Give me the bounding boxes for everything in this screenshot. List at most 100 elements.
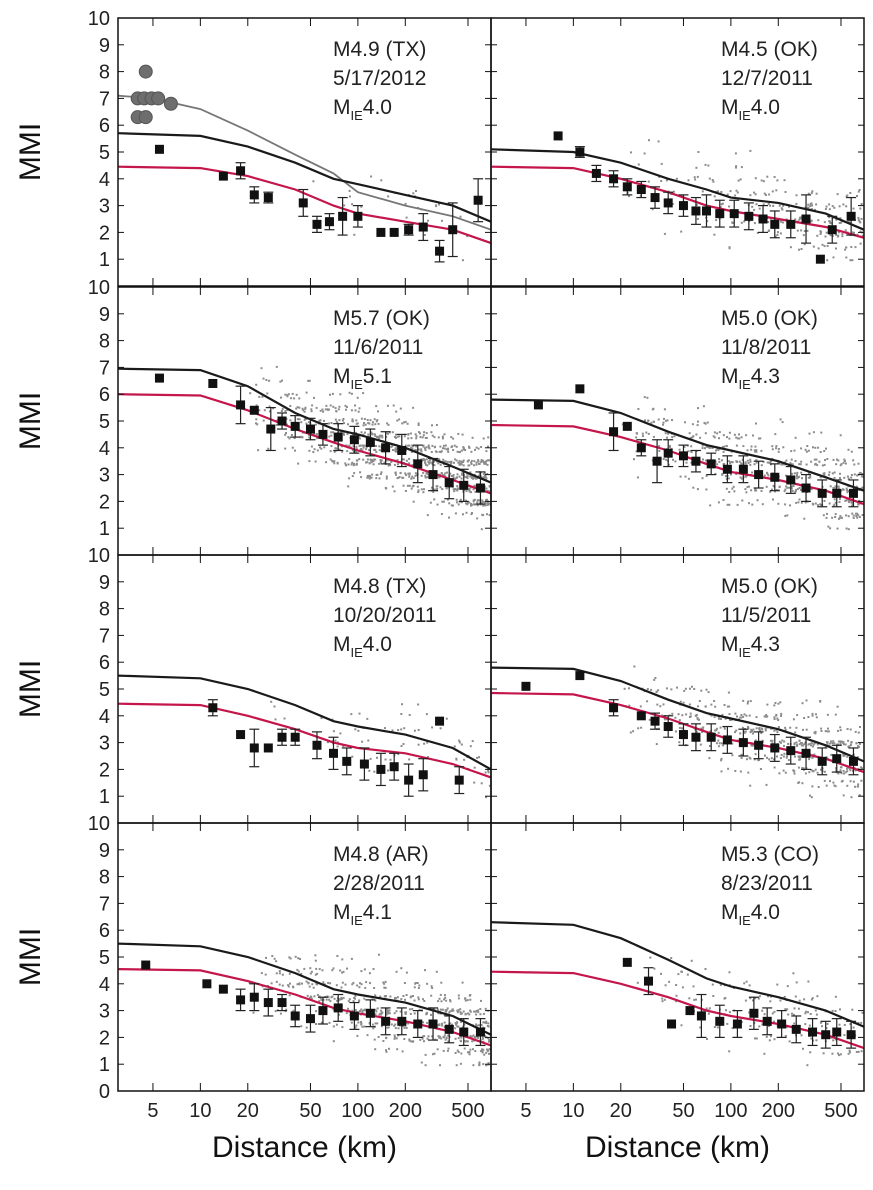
scatter-point (414, 982, 417, 984)
gray-curve (118, 94, 491, 231)
scatter-point (856, 195, 858, 197)
scatter-point (817, 786, 820, 788)
scatter-point (665, 179, 668, 182)
scatter-point (800, 216, 803, 219)
y-tick-label: 8 (99, 62, 110, 84)
mean-point (263, 998, 273, 1008)
scatter-point (812, 431, 815, 434)
scatter-point (396, 419, 399, 422)
mean-point (591, 168, 601, 178)
scatter-point (422, 434, 425, 437)
scatter-point (483, 475, 486, 478)
scatter-point (828, 502, 831, 505)
scatter-point (408, 1008, 411, 1011)
scatter-point (409, 432, 412, 435)
scatter-point (751, 471, 754, 474)
scatter-point (436, 1048, 439, 1051)
scatter-point (687, 477, 690, 480)
scatter-point (439, 486, 442, 489)
scatter-point (822, 1052, 825, 1055)
scatter-point (705, 688, 708, 691)
mean-point (848, 756, 858, 766)
scatter-point (782, 446, 785, 449)
scatter-point (405, 1026, 408, 1029)
scatter-point (255, 422, 257, 425)
scatter-point (783, 744, 785, 747)
scatter-point (340, 986, 343, 989)
scatter-point (798, 739, 801, 742)
scatter-point (365, 446, 368, 448)
scatter-point (310, 410, 313, 413)
scatter-point (779, 701, 782, 704)
scatter-point (812, 743, 815, 746)
scatter-point (435, 485, 438, 488)
scatter-point (859, 207, 862, 210)
scatter-point (849, 259, 852, 262)
scatter-point (692, 985, 695, 988)
y-tick-label: 1 (99, 1054, 110, 1076)
scatter-point (332, 405, 335, 408)
scatter-point (416, 485, 419, 488)
scatter-point (770, 488, 773, 491)
scatter-point (831, 472, 834, 475)
scatter-point (816, 234, 819, 237)
scatter-point (784, 488, 787, 491)
mean-point (722, 735, 732, 745)
scatter-point (833, 742, 836, 745)
scatter-point (308, 449, 311, 452)
scatter-point (383, 986, 386, 989)
scatter-point (628, 687, 630, 690)
scatter-point (360, 1008, 363, 1011)
event-label: M4.8 (TX) (333, 575, 426, 598)
scatter-point (387, 423, 390, 426)
scatter-point (811, 745, 814, 748)
event-date: 11/6/2011 (333, 336, 423, 359)
scatter-point (856, 785, 859, 788)
scatter-point (459, 215, 462, 218)
scatter-point (336, 741, 339, 744)
scatter-point (461, 259, 464, 262)
mean-point (475, 1027, 485, 1037)
scatter-point (394, 447, 397, 450)
scatter-point (729, 462, 732, 465)
scatter-point (700, 727, 703, 730)
scatter-point (708, 757, 711, 760)
mag-subscript: IE (351, 108, 364, 123)
scatter-point (470, 461, 473, 464)
scatter-point (360, 983, 363, 986)
scatter-point (312, 451, 315, 453)
scatter-point (419, 1038, 422, 1041)
scatter-point (703, 421, 706, 424)
scatter-point (728, 705, 731, 708)
scatter-point (854, 246, 857, 249)
scatter-point (839, 434, 842, 437)
scatter-point (704, 432, 707, 435)
scatter-point (485, 487, 488, 490)
scatter-point (851, 259, 854, 262)
mean-point (701, 206, 711, 216)
scatter-point (487, 771, 490, 774)
scatter-point (837, 1052, 839, 1055)
scatter-point (641, 432, 644, 435)
scatter-point (451, 1023, 453, 1026)
scatter-point (783, 740, 786, 743)
scatter-point (295, 407, 298, 410)
scatter-point (472, 488, 475, 491)
scatter-point (281, 984, 284, 987)
scatter-point (433, 460, 435, 463)
scatter-point (798, 248, 800, 251)
scatter-point (367, 422, 370, 424)
scatter-point (336, 422, 339, 424)
scatter-point (327, 995, 330, 998)
scatter-point (675, 1000, 678, 1003)
scatter-point (734, 731, 736, 734)
scatter-point (437, 1012, 440, 1015)
scatter-point (373, 448, 376, 451)
scatter-point (720, 759, 723, 762)
event-date: 11/8/2011 (721, 336, 811, 359)
scatter-point (300, 1025, 303, 1028)
scatter-point (844, 462, 847, 465)
scatter-point (799, 217, 802, 220)
scatter-point (473, 781, 476, 784)
scatter-point (359, 1010, 361, 1012)
